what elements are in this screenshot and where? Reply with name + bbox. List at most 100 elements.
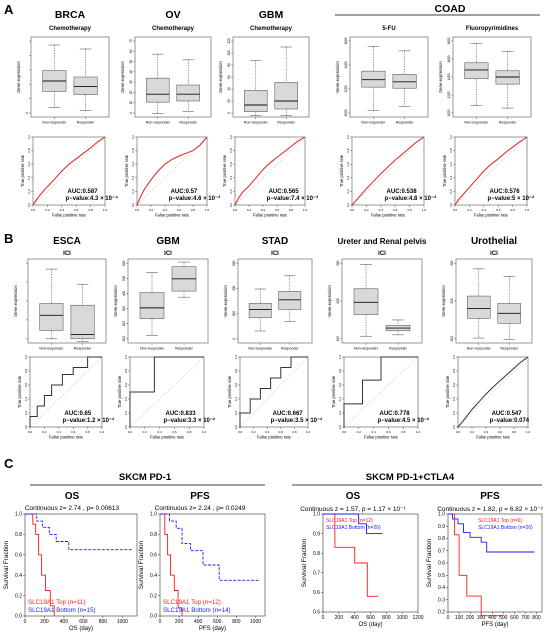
box-8-ytick-label: 300 [336,260,340,266]
roc-3-ytick-label: 0.8 [346,148,350,153]
roc-2-diagonal [234,136,306,206]
km-2-ytick-label: 0.8 [313,551,320,557]
a-col-title-0: BRCA [55,9,86,21]
km-0-ytick-label: 0.4 [15,573,22,579]
roc-6-ytick-label: 0.8 [124,369,128,374]
km-2-ytick-label: 0.5 [313,610,320,616]
km-1-ytick-label: 0.6 [150,553,157,559]
km-2-title: OS [346,491,361,502]
roc-9-ytick-label: 0.6 [452,383,456,388]
roc-2-xtick-label: 1.0 [303,208,308,212]
box-9-xtick-label: Non-responder [467,347,492,351]
roc-3-ytick-label: 0.2 [346,189,350,194]
roc-4-xtick-label: 0.6 [496,208,501,212]
km-3-curve-top [448,513,504,617]
roc-3-xtick-label: 0.0 [350,208,355,212]
box-5-box-responder [70,283,95,342]
roc-5-frame [29,356,103,428]
box-1-ytick-label: 50 [129,60,133,64]
box-6-box-responder [171,261,197,298]
km-3-xlabel: PFS (day) [481,622,508,628]
box-7-ytick-label: 200 [232,311,236,317]
roc-7-ytick-label: 0.6 [234,383,238,388]
roc-6-ytick-label: 0.6 [124,383,128,388]
roc-9-xtick-label: 0.6 [498,430,503,434]
roc-8-ylabel: True positive rate [331,375,336,408]
roc-4-pvalue-label: p−value:5 × 10⁻² [488,195,535,202]
roc-2-ytick-label: 0.6 [229,162,233,167]
a-group-title-coad: COAD [435,3,466,15]
km-3-xtick-label: 100 [455,615,464,621]
box-3-box-responder [392,50,417,107]
b-col-title-1: GBM [156,236,179,247]
km-2-xtick-label: 1000 [397,615,408,621]
km-1-frame [159,513,266,617]
km-2-xlabel: OS (day) [358,622,382,628]
b-col-title-2: STAD [262,236,288,247]
c-title-left: SKCM PD-1 [119,472,172,483]
roc-3-xtick-label: 0.4 [379,208,384,212]
roc-5-pvalue-label: p−value:1.2 × 10⁻² [63,417,115,424]
roc-1-xtick-label: 0.2 [149,208,154,212]
km-2-ytick-label: 0.9 [313,531,320,537]
km-3-xtick-label: 300 [477,615,486,621]
km-1-xtick-label: 400 [194,619,203,625]
roc-8-ytick-label: 0.8 [338,369,342,374]
roc-6-curve [129,356,204,427]
b-col-title-3: Ureter and Renal pelvis [338,237,427,246]
box-2-box-responder [274,46,298,116]
roc-5-xtick-label: 0.4 [57,430,62,434]
b-col-title-4: Urothelial [471,236,517,247]
roc-6-ytick-label: 0.2 [124,411,128,416]
b-col-subtitle-3: ICI [378,251,386,257]
box-2-ylabel: Gene expression [218,61,223,93]
roc-0-curve [32,136,106,206]
roc-7-xtick-label: 0.6 [279,430,284,434]
roc-4-xtick-label: 0.4 [482,208,487,212]
roc-4-xtick-label: 0.8 [510,208,515,212]
roc-6-ylabel: True positive rate [117,375,122,408]
km-1-ytick-label: 0.0 [150,614,157,620]
box-3-box-non-responder [361,46,386,111]
box-2-xtick-label: Responder [277,121,295,125]
km-1-xtick-label: 800 [232,619,241,625]
box-9-box-responder [497,276,521,340]
km-3-ytick-label: 0.6 [438,561,445,567]
roc-3-auc-label: AUC:0.538 [387,189,418,195]
box-0-box-responder [73,48,98,111]
box-3-ytick-label: 1600 [344,37,348,44]
roc-8-diagonal [343,356,419,428]
roc-3-xtick-label: 0.2 [364,208,369,212]
km-2-xtick-label: 200 [335,615,344,621]
km-2-ytick-label: 0.6 [313,590,320,596]
roc-9-curve [457,356,529,428]
km-0-ytick-label: 0.2 [15,593,22,599]
box-1-ytick-label: 70 [129,39,133,43]
roc-8-xlabel: False positive rate [364,435,399,440]
box-7-box-responder [278,275,302,322]
box-9-ytick-label: 100 [450,336,454,342]
box-8-ylabel: Gene expression [327,285,332,317]
box-1-ytick-label: 60 [129,49,133,53]
km-1-xtick-label: 0 [159,619,162,625]
roc-6-xtick-label: 0.0 [128,430,133,434]
roc-9-xlabel: False positive rate [476,435,511,440]
box-7-ylabel: Gene expression [223,285,228,317]
roc-8-ytick-label: 0.6 [338,383,342,388]
km-2-legend-bottom: SLC19A1 Bottom (n=20) [326,525,381,531]
km-3-title: PFS [480,491,500,502]
roc-0-frame [32,136,106,206]
box-4-xtick-label: Non-responder [464,121,489,125]
a-col-subtitle-4: Fluoropyrimidines [466,26,519,32]
roc-7-auc-label: AUC:0.667 [273,411,304,417]
roc-1-xlabel: False positive rate [155,213,190,218]
km-0-ytick-label: 0.8 [15,532,22,538]
km-2-curve-bottom [323,513,383,535]
box-6-frame [127,258,209,344]
roc-8-xtick-label: 0.0 [342,430,347,434]
km-1-ytick-label: 0.2 [150,593,157,599]
box-1-frame [134,36,212,118]
roc-4-ytick-label: 0.0 [449,203,453,208]
box-4-ylabel: Gene expression [438,61,443,93]
box-8-box-non-responder [353,264,379,337]
